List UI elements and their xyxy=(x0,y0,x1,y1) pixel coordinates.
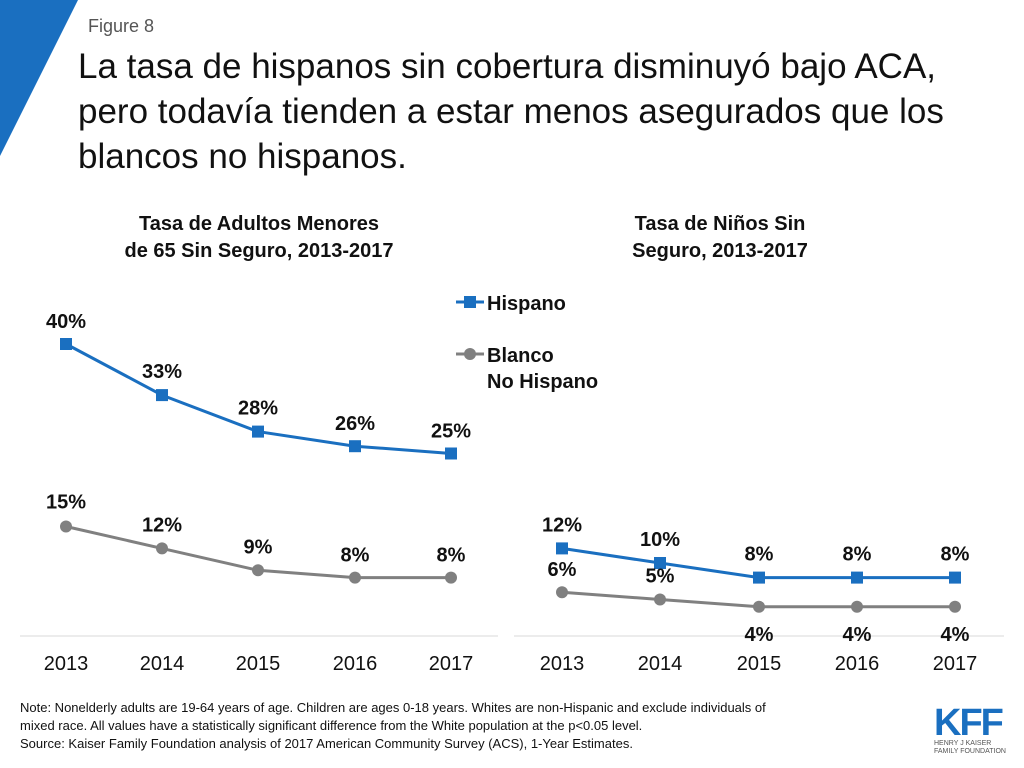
footnotes: Note: Nonelderly adults are 19-64 years … xyxy=(20,699,900,753)
data-point-children-hispanic-2014 xyxy=(654,557,666,569)
chart-title-adults: Tasa de Adultos Menores de 65 Sin Seguro… xyxy=(80,211,438,265)
data-point-children-hispanic-2016 xyxy=(851,571,863,584)
data-point-adults-white-2017 xyxy=(445,571,457,584)
data-label-children-hispanic-2015: 8% xyxy=(745,544,774,566)
data-label-adults-hispanic-2016: 26% xyxy=(335,413,375,435)
data-label-children-white-2013: 6% xyxy=(548,559,577,581)
line-charts: Hispano Blanco No Hispano 2013 2014 2015 20… xyxy=(20,293,1004,675)
x-tick-children-2017: 2017 xyxy=(933,653,978,675)
data-label-children-hispanic-2013: 12% xyxy=(542,514,582,536)
footnote-line-1: Note: Nonelderly adults are 19-64 years … xyxy=(20,700,766,715)
x-tick-adults-2013: 2013 xyxy=(44,653,89,675)
data-label-children-white-2017: 4% xyxy=(941,624,970,646)
x-tick-children-2016: 2016 xyxy=(835,653,880,675)
data-label-children-hispanic-2014: 10% xyxy=(640,529,680,551)
data-point-adults-white-2015 xyxy=(252,564,264,577)
data-point-adults-hispanic-2014 xyxy=(156,389,168,402)
kff-logo-subtitle-line1: Henry J Kaiser xyxy=(934,740,992,747)
data-point-adults-hispanic-2015 xyxy=(252,425,264,438)
data-label-adults-white-2017: 8% xyxy=(437,545,466,567)
data-point-children-hispanic-2015 xyxy=(753,571,765,584)
figure-label: Figure 8 xyxy=(88,16,155,36)
data-point-adults-white-2013 xyxy=(60,520,72,533)
data-label-children-hispanic-2016: 8% xyxy=(843,544,872,566)
kff-logo-mark: KFF xyxy=(934,702,1004,744)
plot-area: 2013 2014 2015 2016 2017 40% 33% 28% 26% 25% 15% 12… xyxy=(44,311,978,675)
data-point-adults-hispanic-2017 xyxy=(445,447,457,460)
chart-title-children-line2: Seguro, 2013-2017 xyxy=(632,240,808,262)
x-tick-adults-2015: 2015 xyxy=(236,653,281,675)
legend-hispanic-marker xyxy=(464,296,476,308)
legend-white-label-line2: No Hispano xyxy=(487,371,598,393)
x-tick-adults-2017: 2017 xyxy=(429,653,474,675)
kff-logo: KFF Henry J Kaiser Family Foundation xyxy=(934,702,1012,756)
data-point-children-white-2013 xyxy=(556,586,568,599)
x-tick-adults-2014: 2014 xyxy=(140,653,185,675)
corner-accent-shape xyxy=(0,0,78,156)
data-point-adults-white-2016 xyxy=(349,571,361,584)
data-label-children-white-2015: 4% xyxy=(745,624,774,646)
data-point-adults-white-2014 xyxy=(156,542,168,555)
legend-white-marker xyxy=(464,348,476,360)
data-label-children-white-2016: 4% xyxy=(843,624,872,646)
data-label-children-white-2014: 5% xyxy=(646,566,675,588)
legend-white-label-line1: Blanco xyxy=(487,345,554,367)
data-point-children-hispanic-2017 xyxy=(949,571,961,584)
data-point-children-white-2016 xyxy=(851,600,863,613)
data-label-adults-white-2015: 9% xyxy=(244,536,273,558)
x-tick-children-2015: 2015 xyxy=(737,653,782,675)
data-label-adults-hispanic-2014: 33% xyxy=(142,361,182,383)
x-tick-adults-2016: 2016 xyxy=(333,653,378,675)
footnote-source: Source: Kaiser Family Foundation analysi… xyxy=(20,736,633,751)
data-label-adults-hispanic-2015: 28% xyxy=(238,398,278,420)
data-point-children-white-2017 xyxy=(949,600,961,613)
chart-title-adults-line1: Tasa de Adultos Menores xyxy=(138,213,380,235)
chart-title-children: Tasa de Niños Sin Seguro, 2013-2017 xyxy=(580,211,860,265)
kff-logo-subtitle: Henry J Kaiser Family Foundation xyxy=(934,740,1012,756)
page-title: La tasa de hispanos sin cobertura dismin… xyxy=(78,47,944,176)
data-label-adults-hispanic-2013: 40% xyxy=(46,311,86,333)
x-tick-children-2013: 2013 xyxy=(540,653,585,675)
footnote-line-2: mixed race. All values have a statistica… xyxy=(20,718,643,733)
kff-logo-subtitle-line2: Family Foundation xyxy=(934,748,1006,755)
data-point-children-white-2014 xyxy=(654,593,666,606)
data-label-adults-white-2014: 12% xyxy=(142,514,182,536)
data-label-adults-hispanic-2017: 25% xyxy=(431,421,471,443)
data-point-adults-hispanic-2013 xyxy=(60,338,72,350)
chart-title-children-line1: Tasa de Niños Sin xyxy=(634,213,806,235)
data-label-adults-white-2013: 15% xyxy=(46,492,86,514)
x-tick-children-2014: 2014 xyxy=(638,653,683,675)
chart-title-adults-line2: de 65 Sin Seguro, 2013-2017 xyxy=(124,240,394,262)
data-label-children-hispanic-2017: 8% xyxy=(941,544,970,566)
data-label-adults-white-2016: 8% xyxy=(341,545,370,567)
legend-hispanic-label: Hispano xyxy=(487,293,566,315)
legend: Hispano Blanco No Hispano xyxy=(456,293,598,393)
data-point-adults-hispanic-2016 xyxy=(349,440,361,453)
data-point-children-hispanic-2013 xyxy=(556,542,568,555)
data-point-children-white-2015 xyxy=(753,600,765,613)
